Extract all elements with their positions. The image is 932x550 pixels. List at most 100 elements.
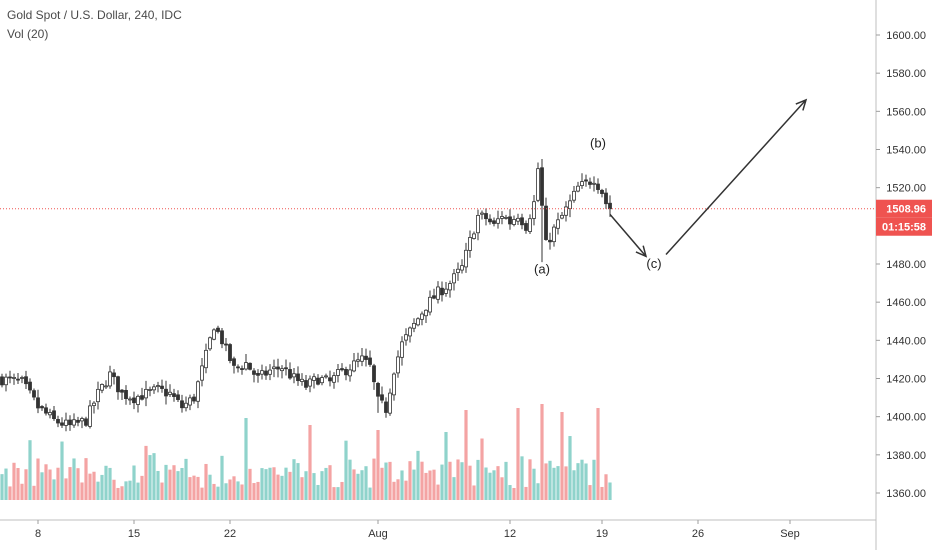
candle-body [36, 397, 40, 409]
volume-bar [572, 470, 576, 500]
volume-bar [592, 459, 596, 500]
candle [156, 381, 160, 393]
candle-body [468, 237, 472, 251]
volume-bar [156, 470, 160, 500]
candle-body [188, 397, 192, 406]
volume-bar [132, 465, 136, 500]
volume-bar [336, 487, 340, 500]
candle-body [608, 202, 612, 210]
candle-body [16, 378, 20, 381]
candle [412, 318, 416, 333]
volume-bar [312, 473, 316, 500]
candle [172, 388, 176, 402]
candle [468, 230, 472, 258]
candle [176, 390, 180, 402]
volume-bar [264, 469, 268, 500]
candle [360, 347, 364, 367]
candle [192, 393, 196, 404]
volume-bar [536, 483, 540, 500]
candle [164, 380, 168, 405]
volume-bar [392, 481, 396, 500]
candle-body [244, 362, 248, 370]
volume-bar [584, 463, 588, 500]
candle [488, 214, 492, 225]
volume-bar [404, 480, 408, 500]
volume-bar [188, 477, 192, 500]
candle-body [224, 343, 228, 346]
candle [392, 372, 396, 401]
candle [584, 174, 588, 187]
candle [344, 366, 348, 381]
candle [184, 396, 188, 412]
time-axis[interactable]: 8 15 22 Aug 12 19 26 Sep [0, 519, 876, 540]
candle [452, 268, 456, 291]
projection-arrows [609, 98, 808, 258]
volume-bar [520, 456, 524, 500]
candle [116, 375, 120, 400]
candle-body [364, 355, 368, 360]
candle-body [440, 287, 444, 296]
candle [268, 364, 272, 381]
candle-body [168, 391, 172, 395]
candle-body [500, 216, 504, 219]
candle [292, 367, 296, 384]
candle-body [508, 216, 512, 225]
candle [8, 370, 12, 384]
candle-body [92, 402, 96, 406]
price-tick-label: 1440.00 [886, 335, 926, 347]
volume-bar [280, 475, 284, 500]
chart-title: Gold Spot / U.S. Dollar, 240, IDC [7, 8, 182, 22]
volume-bar [124, 481, 128, 500]
candle-body [408, 327, 412, 337]
volume-bar [36, 458, 40, 500]
volume-bar [544, 463, 548, 500]
candle-body [384, 401, 388, 413]
candle-body [368, 357, 372, 365]
candle-body [376, 383, 380, 397]
candle [68, 415, 72, 431]
volume-bar [440, 464, 444, 500]
candle-body [396, 356, 400, 374]
wave-label-2: (c) [646, 256, 661, 271]
volume-bar [20, 483, 24, 500]
candle-body [552, 226, 556, 243]
candle-body [464, 249, 468, 268]
volume-bar [532, 468, 536, 500]
volume-bar [16, 468, 20, 500]
volume-bar [148, 455, 152, 500]
candle [328, 370, 332, 387]
candle [352, 353, 356, 373]
candle-body [320, 377, 324, 384]
volume-bar [560, 412, 564, 500]
candle-body [304, 380, 308, 388]
candle [148, 386, 152, 397]
price-tick-label: 1540.00 [886, 145, 926, 157]
candle [196, 380, 200, 409]
volume-bar [256, 481, 260, 500]
candle-body [4, 376, 8, 386]
candle [380, 386, 384, 404]
candle-body [32, 390, 36, 398]
candle-body [344, 368, 348, 376]
candle [56, 415, 60, 428]
candle-body [232, 358, 236, 366]
arrow-head [635, 245, 648, 258]
volume-bar [40, 472, 44, 500]
price-axis[interactable]: 1360.00 1380.00 1400.00 1420.00 1440.00 1460.… [875, 0, 926, 550]
time-tick-label: Aug [368, 528, 388, 540]
volume-bar [432, 469, 436, 500]
candle-body [524, 223, 528, 231]
candle-body [84, 418, 88, 426]
volume-bar [288, 471, 292, 500]
volume-bar [220, 455, 224, 500]
volume-bar [472, 485, 476, 500]
candle-body [264, 370, 268, 376]
candle-body [512, 219, 516, 225]
candle [280, 365, 284, 379]
candle [608, 195, 612, 217]
candle [12, 373, 16, 385]
candle [244, 354, 248, 371]
candle-body [340, 368, 344, 371]
candle [236, 364, 240, 373]
volume-bar [496, 466, 500, 500]
